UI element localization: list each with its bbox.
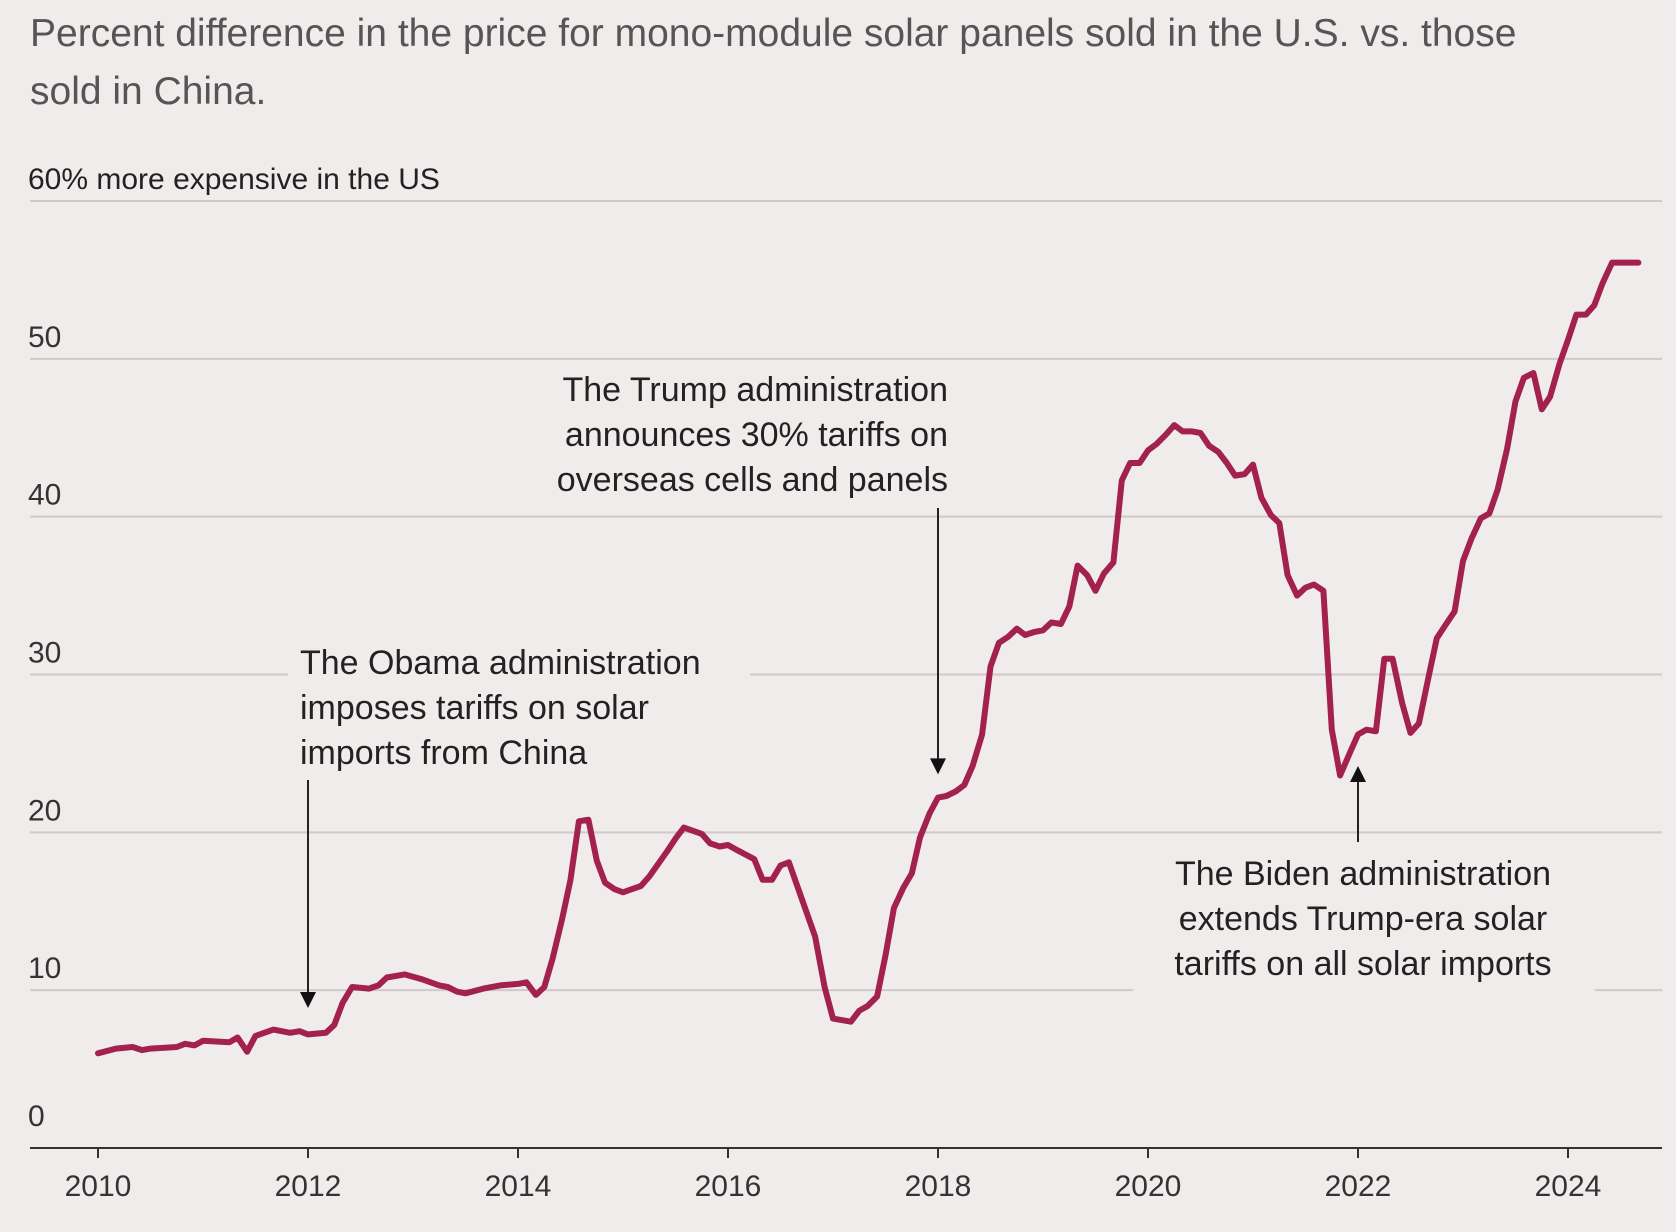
annotation-bg-obama: [288, 634, 750, 781]
annotation-obama-line-3: imports from China: [300, 734, 587, 772]
series-line-0: [95, 259, 1642, 1057]
y-tick-label-top: 60% more expensive in the US: [28, 163, 440, 196]
y-tick-label-50: 50: [28, 321, 61, 354]
series-layer: [95, 259, 1642, 1057]
annotations: The Obama administration imposes tariffs …: [300, 371, 1552, 1008]
annotation-backgrounds: [288, 361, 1595, 992]
y-axis-labels: 60% more expensive in the US 50 40 30 20 10 0: [28, 163, 440, 1133]
x-tick-label-2014: 2014: [485, 1170, 552, 1203]
x-tick-label-2020: 2020: [1115, 1170, 1182, 1203]
annotation-arrowhead-obama: [300, 991, 316, 1008]
gridlines: [30, 200, 1662, 992]
chart-title-line-1: Percent difference in the price for mono…: [30, 12, 1516, 55]
x-tick-label-2016: 2016: [695, 1170, 762, 1203]
annotation-trump-line-3: overseas cells and panels: [557, 461, 948, 499]
annotation-bg-biden: [1133, 845, 1595, 992]
x-tick-label-2018: 2018: [905, 1170, 972, 1203]
annotation-arrowhead-biden: [1350, 766, 1366, 783]
annotation-obama-line-1: The Obama administration: [300, 644, 701, 682]
x-axis: 2010 2012 2014 2016 2018 2020 2022 2024: [30, 1147, 1662, 1203]
x-tick-label-2012: 2012: [275, 1170, 342, 1203]
x-tick-label-2010: 2010: [65, 1170, 132, 1203]
annotation-obama: The Obama administration imposes tariffs …: [300, 644, 701, 1008]
x-tick-label-2022: 2022: [1325, 1170, 1392, 1203]
y-tick-label-0: 0: [28, 1100, 45, 1133]
annotation-trump-line-2: announces 30% tariffs on: [565, 416, 948, 454]
annotation-arrowhead-trump: [930, 758, 946, 775]
annotation-trump: The Trump administration announces 30% ta…: [557, 371, 949, 775]
y-tick-label-20: 20: [28, 794, 61, 827]
annotation-bg-trump: [508, 361, 970, 508]
annotation-biden-line-1: The Biden administration: [1175, 855, 1551, 893]
y-tick-label-30: 30: [28, 637, 61, 670]
y-tick-label-10: 10: [28, 952, 61, 985]
annotation-obama-line-2: imposes tariffs on solar: [300, 689, 649, 727]
annotation-biden-line-2: extends Trump-era solar: [1179, 900, 1548, 938]
x-tick-label-2024: 2024: [1535, 1170, 1602, 1203]
annotation-biden: The Biden administration extends Trump-er…: [1174, 766, 1552, 983]
y-tick-label-40: 40: [28, 479, 61, 512]
annotation-trump-line-1: The Trump administration: [563, 371, 949, 409]
annotation-biden-line-3: tariffs on all solar imports: [1174, 945, 1551, 983]
chart-title-line-2: sold in China.: [30, 70, 266, 113]
